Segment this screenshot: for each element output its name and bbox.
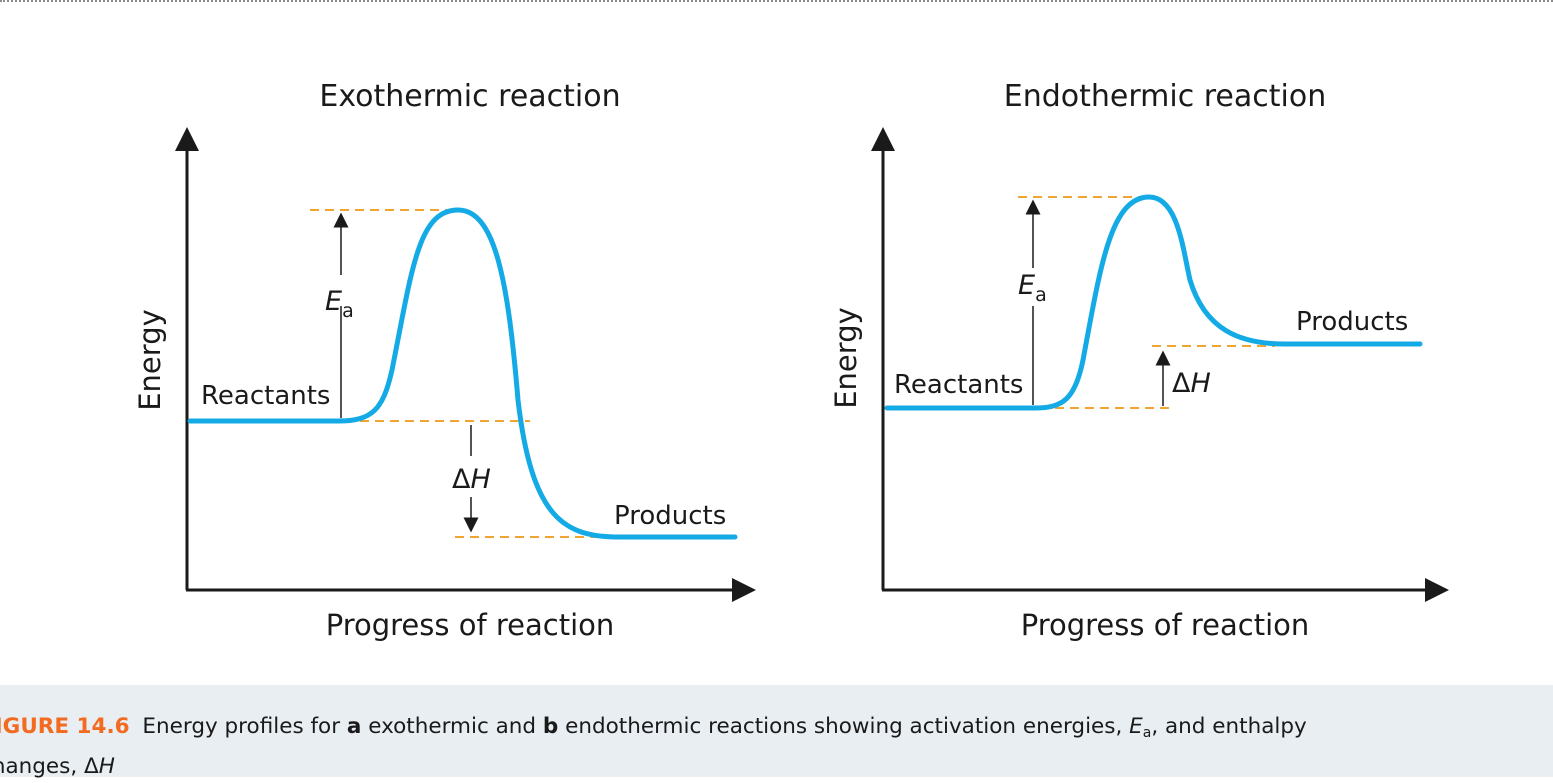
- y-axis-label: Energy: [829, 307, 863, 409]
- x-axis-label: Progress of reaction: [1021, 608, 1310, 642]
- caption-ea-symbol: E: [1129, 714, 1143, 739]
- ea-label: Ea: [325, 286, 354, 322]
- top-dotted-rule: [0, 0, 1553, 2]
- caption-ea-subscript: a: [1142, 725, 1152, 741]
- caption-text-3: endothermic reactions showing activation…: [558, 714, 1130, 739]
- caption-dh-symbol: Δ: [84, 754, 99, 779]
- figure-number: FIGURE 14.6: [0, 714, 130, 739]
- products-label: Products: [1296, 307, 1408, 337]
- caption-text-2: exothermic and: [361, 714, 543, 739]
- caption-text-4: , and enthalpy: [1151, 714, 1307, 739]
- caption-label-b: b: [542, 714, 559, 739]
- x-axis-arrowhead: [732, 578, 756, 602]
- endothermic-title: Endothermic reaction: [1004, 79, 1326, 114]
- caption-text-1: Energy profiles for: [142, 714, 347, 739]
- dh-label: ΔH: [452, 464, 491, 495]
- dh-label: ΔH: [1172, 368, 1211, 399]
- y-axis-arrowhead: [871, 127, 895, 151]
- exothermic-title: Exothermic reaction: [319, 79, 620, 114]
- y-axis-label: Energy: [133, 309, 167, 411]
- x-axis-label: Progress of reaction: [326, 608, 615, 642]
- energy-curve: [187, 207, 738, 540]
- exothermic-panel: Exothermic reaction Energy Progress of r…: [133, 79, 756, 642]
- reactants-label: Reactants: [201, 381, 330, 411]
- ea-label: Ea: [1018, 270, 1047, 306]
- x-axis-arrowhead: [1425, 578, 1449, 602]
- caption-background: [0, 685, 1553, 777]
- caption-label-a: a: [346, 714, 362, 739]
- energy-profile-diagrams: Exothermic reaction Energy Progress of r…: [133, 79, 1449, 642]
- energy-curve: [884, 194, 1423, 411]
- reactants-label: Reactants: [894, 370, 1023, 400]
- y-axis-arrowhead: [175, 127, 199, 151]
- products-label: Products: [614, 501, 726, 531]
- endothermic-panel: Endothermic reaction Energy Progress of …: [829, 79, 1449, 642]
- caption-dh-letter: H: [98, 754, 115, 779]
- caption-line2-text: changes,: [0, 754, 78, 779]
- figure-caption: FIGURE 14.6 Energy profiles for a exothe…: [0, 710, 1540, 783]
